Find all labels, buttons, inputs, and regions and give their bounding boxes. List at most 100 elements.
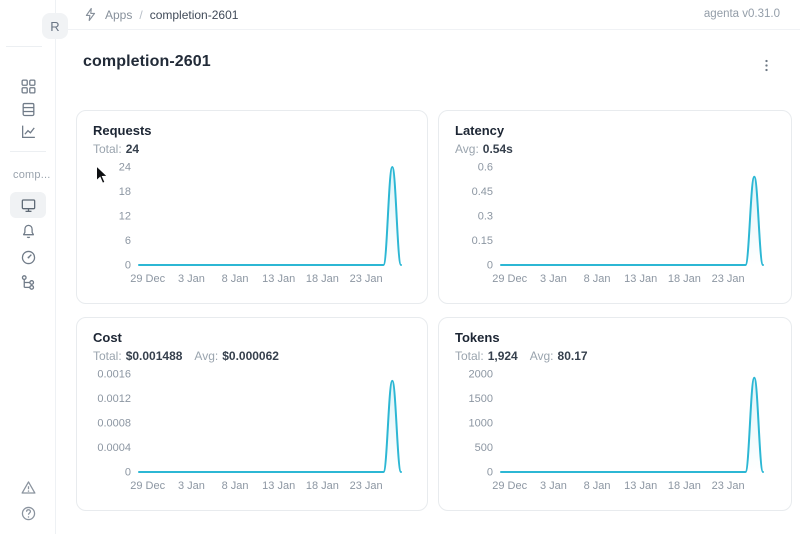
breadcrumb-apps-link[interactable]: Apps (105, 7, 133, 22)
sidebar-section-divider (10, 151, 46, 152)
card-title: Latency (455, 123, 505, 138)
sidebar-item-playground[interactable] (10, 192, 46, 218)
y-axis-tick: 0 (125, 467, 131, 479)
sidebar-item-help[interactable] (10, 500, 46, 526)
sidebar-section-label: comp... (13, 169, 51, 181)
requests-chart: 0 6 12 18 24 29 Dec 3 Jan 8 Jan 13 Jan 18 Jan 23 J… (119, 162, 402, 285)
chart-area (501, 377, 763, 472)
y-axis-tick: 0.15 (472, 235, 493, 247)
sidebar-item-alerts[interactable] (10, 474, 46, 500)
x-axis-tick: 23 Jan (350, 480, 383, 492)
bell-icon (20, 223, 37, 240)
y-axis-tick: 0 (125, 260, 131, 272)
app-version-label: agenta v0.31.0 (703, 8, 780, 20)
sidebar-item-evaluations[interactable] (10, 218, 46, 244)
tokens-chart: 0 500 1000 1500 2000 29 Dec 3 Jan 8 Jan 13 Jan 18… (469, 369, 764, 492)
alert-triangle-icon (20, 479, 37, 496)
workspace-avatar-letter: R (50, 18, 60, 34)
stat-value: $0.000062 (222, 349, 279, 363)
x-axis-tick: 18 Jan (668, 480, 701, 492)
x-axis-tick: 3 Jan (178, 480, 205, 492)
requests-card: Requests Total: 24 0 6 12 18 24 29 Dec 3 Jan 8 J… (76, 110, 428, 304)
chart-area (501, 176, 763, 265)
sidebar-item-apps[interactable] (10, 73, 46, 99)
x-axis-tick: 8 Jan (222, 273, 249, 285)
x-axis-tick: 29 Dec (492, 273, 527, 285)
stat-label: Total: (455, 349, 484, 363)
stat: Total: 1,924 (455, 349, 518, 363)
page-title: completion-2601 (83, 53, 211, 70)
x-axis-tick: 3 Jan (178, 273, 205, 285)
card-stats: Total: $0.001488 Avg: $0.000062 (93, 349, 279, 363)
y-axis-tick: 2000 (469, 369, 493, 381)
stat-label: Avg: (194, 349, 219, 363)
chart-area (139, 380, 401, 472)
tokens-card: Tokens Total: 1,924 Avg: 80.17 0 500 1000 1500… (438, 317, 792, 511)
chart-area (139, 167, 401, 265)
latency-chart: 0 0.15 0.3 0.45 0.6 29 Dec 3 Jan 8 Jan 13 Jan 18 … (472, 162, 764, 285)
apps-grid-icon (20, 78, 37, 95)
x-axis-tick: 8 Jan (222, 480, 249, 492)
x-axis-tick: 29 Dec (130, 480, 165, 492)
breadcrumb-separator: / (139, 7, 143, 22)
y-axis-tick: 0.3 (478, 211, 493, 223)
sidebar: comp... (0, 0, 56, 534)
stat: Total: 24 (93, 142, 139, 156)
y-axis-tick: 500 (475, 442, 493, 454)
y-axis-tick: 12 (119, 211, 131, 223)
cost-chart: 0 0.0004 0.0008 0.0012 0.0016 29 Dec 3 Jan 8 Ja… (97, 369, 402, 492)
breadcrumb-current: completion-2601 (149, 7, 239, 22)
y-axis-tick: 18 (119, 186, 131, 198)
stat-value: $0.001488 (125, 349, 183, 363)
x-axis-tick: 23 Jan (712, 273, 745, 285)
y-axis-tick: 0.0016 (97, 369, 131, 381)
sidebar-item-dashboard[interactable] (10, 244, 46, 270)
stat-label: Total: (93, 349, 122, 363)
workspace-avatar[interactable]: R (42, 13, 68, 39)
y-axis-tick: 0.6 (478, 162, 493, 174)
stat-value: 80.17 (557, 349, 588, 363)
x-axis-tick: 13 Jan (624, 480, 657, 492)
sidebar-item-observability[interactable] (10, 118, 46, 144)
gauge-icon (20, 249, 37, 266)
trace-tree-icon (20, 274, 37, 291)
top-bar: Apps / completion-2601 agenta v0.31.0 (56, 0, 800, 30)
x-axis-tick: 23 Jan (350, 273, 383, 285)
stat-label: Avg: (455, 142, 479, 156)
zap-icon (83, 7, 98, 22)
y-axis-tick: 0 (487, 260, 493, 272)
sidebar-item-traces[interactable] (10, 269, 46, 295)
card-title: Requests (93, 123, 152, 138)
y-axis-tick: 24 (119, 162, 131, 174)
chart-line (500, 376, 764, 473)
y-axis-tick: 1000 (469, 418, 493, 430)
stat: Avg: $0.000062 (194, 349, 279, 363)
kebab-icon (759, 58, 774, 73)
card-stats: Avg: 0.54s (455, 142, 513, 156)
x-axis-tick: 8 Jan (584, 480, 611, 492)
card-title: Cost (93, 330, 122, 345)
stat: Avg: 80.17 (530, 349, 588, 363)
y-axis-tick: 0.45 (472, 186, 493, 198)
x-axis-tick: 18 Jan (306, 480, 339, 492)
sidebar-item-registry[interactable] (10, 96, 46, 122)
help-circle-icon (20, 505, 37, 522)
y-axis-tick: 0.0012 (97, 393, 131, 405)
metrics-grid: Requests Total: 24 0 6 12 18 24 29 Dec 3 Jan 8 J… (76, 110, 792, 511)
y-axis-tick: 6 (125, 235, 131, 247)
card-stats: Total: 1,924 Avg: 80.17 (455, 349, 588, 363)
page-menu-button[interactable] (756, 55, 776, 75)
latency-card: Latency Avg: 0.54s 0 0.15 0.3 0.45 0.6 29 Dec 3… (438, 110, 792, 304)
stat-value: 0.54s (482, 142, 513, 156)
registry-icon (20, 101, 37, 118)
y-axis-tick: 0.0004 (97, 442, 131, 454)
stat-label: Total: (93, 142, 122, 156)
chart-line (138, 166, 402, 266)
x-axis-tick: 18 Jan (306, 273, 339, 285)
chart-line (138, 379, 402, 473)
playground-icon (20, 197, 37, 214)
stat: Avg: 0.54s (455, 142, 513, 156)
stat-value: 1,924 (487, 349, 518, 363)
y-axis-tick: 0.0008 (97, 418, 131, 430)
chart-line (500, 175, 764, 266)
